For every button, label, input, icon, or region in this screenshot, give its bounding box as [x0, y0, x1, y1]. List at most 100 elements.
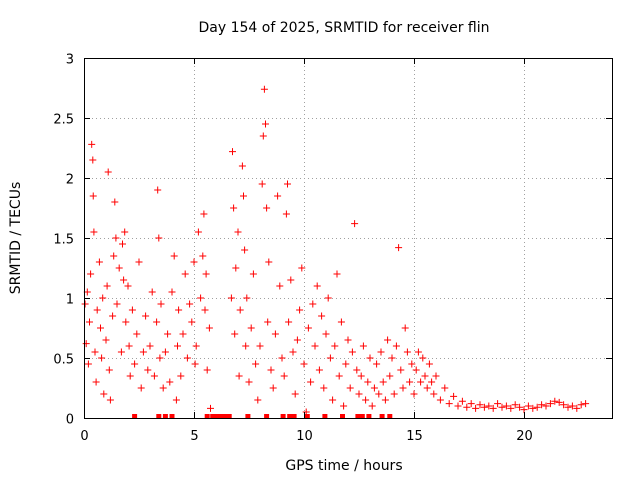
data-point: [445, 400, 453, 408]
data-point: [304, 324, 312, 332]
zero-marker: [226, 414, 232, 418]
data-point: [148, 288, 156, 296]
data-point: [375, 390, 383, 398]
data-point: [285, 318, 293, 326]
data-point: [190, 258, 198, 266]
data-point: [533, 403, 541, 411]
data-point: [284, 180, 291, 188]
data-point: [421, 372, 429, 380]
data-point: [229, 148, 236, 156]
data-point: [555, 398, 563, 406]
data-point: [582, 400, 590, 408]
zero-marker: [204, 414, 210, 418]
data-point: [172, 396, 180, 404]
data-point: [235, 372, 243, 380]
data-point: [458, 397, 466, 405]
data-point: [417, 378, 425, 386]
data-point: [179, 330, 187, 338]
data-point: [170, 252, 178, 260]
data-point: [240, 192, 247, 200]
y-tick-label: 2.5: [53, 113, 74, 128]
data-point: [335, 372, 343, 380]
data-point: [546, 400, 554, 408]
data-point: [399, 384, 407, 392]
data-point: [307, 378, 315, 386]
zero-marker: [387, 414, 393, 418]
data-point: [362, 396, 370, 404]
data-point: [320, 384, 328, 392]
data-point: [106, 396, 114, 404]
data-point: [232, 264, 240, 272]
data-point: [245, 378, 253, 386]
data-point: [104, 168, 112, 176]
data-point: [406, 378, 414, 386]
data-point: [91, 348, 99, 356]
data-point: [485, 402, 493, 410]
zero-marker: [210, 414, 216, 418]
zero-marker: [220, 414, 226, 418]
zero-marker: [355, 414, 361, 418]
data-point: [254, 396, 262, 404]
zero-marker: [322, 414, 328, 418]
data-point: [529, 404, 537, 412]
x-tick-label: 0: [80, 429, 88, 444]
data-point: [333, 270, 341, 278]
data-point: [412, 366, 420, 374]
data-point: [157, 300, 165, 308]
y-tick-label: 1: [66, 293, 74, 308]
data-point: [98, 354, 106, 362]
data-point: [86, 318, 93, 326]
data-point: [267, 366, 275, 374]
data-point: [191, 360, 199, 368]
data-point: [287, 276, 295, 284]
data-point: [538, 401, 546, 409]
data-point: [164, 330, 172, 338]
data-point: [340, 402, 348, 410]
data-point: [200, 210, 208, 218]
data-point: [236, 306, 244, 314]
data-point: [135, 258, 143, 266]
data-point: [119, 240, 126, 248]
data-point: [373, 360, 381, 368]
data-point: [494, 400, 502, 408]
data-point: [318, 312, 326, 320]
data-point: [238, 162, 246, 170]
data-point: [296, 306, 304, 314]
data-point: [520, 406, 528, 414]
data-point: [463, 403, 471, 411]
data-point: [120, 276, 128, 284]
data-point: [293, 336, 301, 344]
data-point: [188, 318, 196, 326]
data-point: [113, 300, 121, 308]
data-point: [344, 336, 352, 344]
data-point: [82, 340, 90, 348]
zero-marker: [169, 414, 175, 418]
data-point: [353, 366, 361, 374]
data-point: [95, 258, 103, 266]
chart-title: Day 154 of 2025, SRMTID for receiver fli…: [199, 20, 490, 36]
zero-marker: [245, 414, 251, 418]
data-point: [111, 198, 119, 206]
data-point: [408, 360, 416, 368]
data-point: [110, 252, 118, 260]
data-point: [197, 294, 205, 302]
data-point: [368, 402, 376, 410]
data-point: [278, 354, 286, 362]
data-point: [410, 390, 418, 398]
zero-marker: [213, 414, 219, 418]
data-point: [192, 342, 200, 350]
data-point: [472, 404, 480, 412]
data-point: [117, 348, 125, 356]
data-point: [324, 294, 332, 302]
data-point: [390, 390, 398, 398]
data-point: [234, 228, 242, 236]
zero-marker: [304, 414, 310, 418]
data-point: [511, 401, 519, 409]
data-point: [516, 403, 524, 411]
data-point: [241, 246, 249, 254]
data-point: [342, 360, 350, 368]
data-point: [115, 264, 123, 272]
data-point: [337, 318, 345, 326]
data-point: [454, 402, 462, 410]
